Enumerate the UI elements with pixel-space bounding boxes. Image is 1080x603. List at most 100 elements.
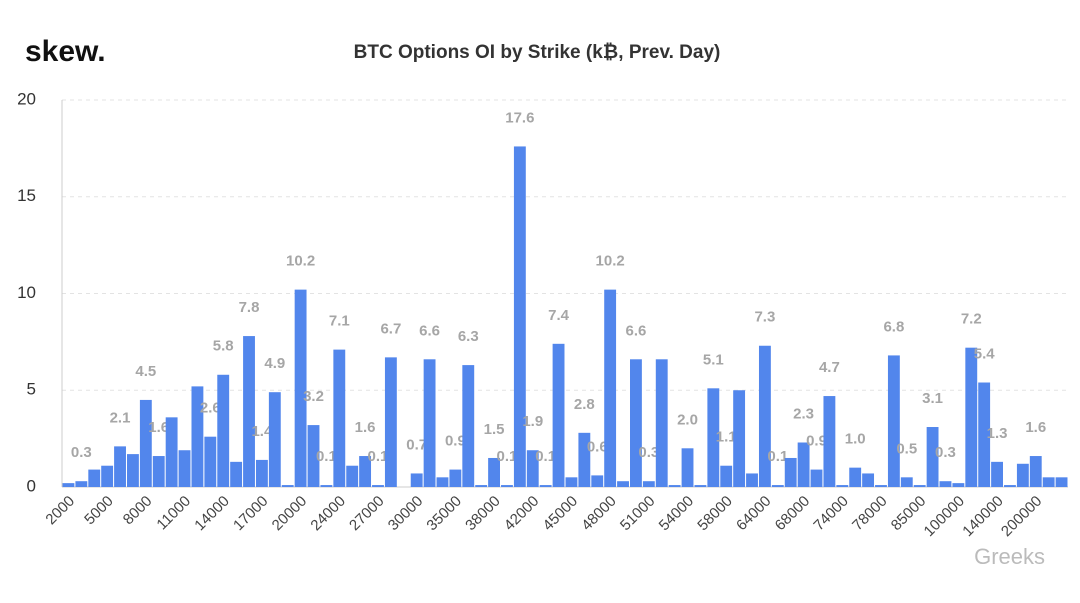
value-label: 0.1 bbox=[316, 448, 337, 465]
x-tick-label: 54000 bbox=[656, 493, 698, 535]
value-label: 2.6 bbox=[200, 400, 221, 417]
bar bbox=[1029, 456, 1042, 487]
value-label: 2.0 bbox=[677, 411, 698, 428]
x-tick-label: 17000 bbox=[230, 493, 272, 535]
value-label: 2.1 bbox=[110, 409, 131, 426]
x-tick-label: 35000 bbox=[423, 493, 465, 535]
bar bbox=[900, 477, 913, 487]
bar bbox=[307, 425, 320, 487]
bar bbox=[1055, 477, 1068, 487]
bar bbox=[1016, 463, 1029, 487]
bar bbox=[810, 469, 823, 487]
x-tick-label: 11000 bbox=[153, 493, 194, 534]
bar bbox=[939, 481, 952, 487]
value-label: 7.3 bbox=[754, 309, 775, 326]
bar bbox=[488, 457, 500, 487]
value-label: 1.4 bbox=[251, 423, 273, 440]
value-label: 6.7 bbox=[380, 320, 401, 337]
bar bbox=[913, 485, 926, 487]
x-tick-label: 8000 bbox=[120, 493, 156, 529]
bar bbox=[630, 359, 642, 487]
y-tick-label: 15 bbox=[17, 186, 36, 205]
value-label: 0.5 bbox=[896, 440, 917, 457]
x-tick-label: 51000 bbox=[617, 493, 659, 535]
x-tick-label: 140000 bbox=[959, 493, 1006, 540]
x-tick-label: 64000 bbox=[733, 493, 775, 535]
bar bbox=[243, 336, 255, 487]
value-label: 1.6 bbox=[148, 419, 169, 436]
value-label: 6.8 bbox=[883, 318, 904, 335]
bar bbox=[875, 485, 887, 487]
value-label: 7.1 bbox=[329, 313, 350, 330]
bar bbox=[862, 473, 875, 487]
value-label: 1.0 bbox=[845, 431, 866, 448]
value-label: 5.4 bbox=[974, 345, 996, 362]
value-label: 1.1 bbox=[716, 429, 737, 446]
bar bbox=[746, 473, 758, 487]
x-tick-label: 30000 bbox=[385, 493, 427, 535]
bar bbox=[372, 485, 384, 487]
bar bbox=[410, 473, 423, 487]
value-label: 1.3 bbox=[987, 425, 1008, 442]
x-tick-label: 24000 bbox=[307, 493, 349, 535]
value-label: 10.2 bbox=[596, 253, 625, 270]
bar bbox=[733, 390, 746, 487]
bar bbox=[101, 465, 114, 487]
value-label: 7.2 bbox=[961, 311, 982, 328]
x-tick-label: 20000 bbox=[269, 493, 311, 535]
value-label: 0.1 bbox=[497, 448, 518, 465]
x-tick-label: 5000 bbox=[81, 493, 117, 529]
value-label: 2.8 bbox=[574, 396, 595, 413]
bar bbox=[836, 485, 849, 487]
value-label: 0.6 bbox=[587, 438, 608, 455]
value-label: 4.7 bbox=[819, 359, 840, 376]
logo: skew. bbox=[25, 35, 106, 68]
value-label: 0.3 bbox=[638, 444, 659, 461]
bar bbox=[978, 382, 991, 487]
value-label: 7.8 bbox=[239, 299, 260, 316]
bar bbox=[294, 289, 307, 487]
bar bbox=[436, 477, 449, 487]
bar bbox=[501, 485, 513, 487]
value-label: 6.6 bbox=[419, 322, 440, 339]
bar bbox=[1004, 485, 1016, 487]
bar bbox=[823, 396, 836, 487]
value-label: 1.9 bbox=[522, 413, 543, 430]
bar bbox=[384, 357, 397, 487]
y-tick-label: 10 bbox=[17, 283, 36, 302]
bar bbox=[1042, 477, 1055, 487]
bar bbox=[681, 448, 694, 487]
bar bbox=[268, 392, 281, 487]
bar bbox=[346, 465, 359, 487]
value-label: 6.6 bbox=[626, 322, 647, 339]
bar bbox=[127, 454, 139, 487]
bar bbox=[178, 450, 191, 487]
x-tick-label: 78000 bbox=[849, 493, 891, 535]
chart-title: BTC Options OI by Strike (k₿, Prev. Day) bbox=[354, 42, 721, 63]
bar bbox=[359, 456, 372, 487]
bar bbox=[707, 388, 720, 487]
watermark: Greeks bbox=[974, 544, 1045, 569]
bar bbox=[849, 467, 862, 487]
bar bbox=[578, 432, 591, 487]
bar bbox=[152, 456, 165, 487]
value-label: 6.3 bbox=[458, 328, 479, 345]
bar bbox=[191, 386, 204, 487]
value-label: 10.2 bbox=[286, 253, 315, 270]
value-label: 0.3 bbox=[71, 444, 92, 461]
bar bbox=[991, 461, 1003, 487]
bar bbox=[62, 483, 75, 487]
bar bbox=[797, 442, 810, 487]
bar bbox=[230, 461, 243, 487]
x-tick-label: 68000 bbox=[772, 493, 814, 535]
bar bbox=[758, 345, 771, 487]
bar bbox=[720, 465, 733, 487]
x-tick-label: 27000 bbox=[346, 493, 388, 535]
x-tick-label: 38000 bbox=[462, 493, 504, 535]
value-label: 0.1 bbox=[767, 448, 788, 465]
bar bbox=[217, 374, 230, 487]
bar bbox=[965, 347, 978, 487]
bar bbox=[513, 146, 526, 487]
value-label: 17.6 bbox=[505, 109, 534, 126]
y-tick-label: 20 bbox=[17, 89, 36, 108]
